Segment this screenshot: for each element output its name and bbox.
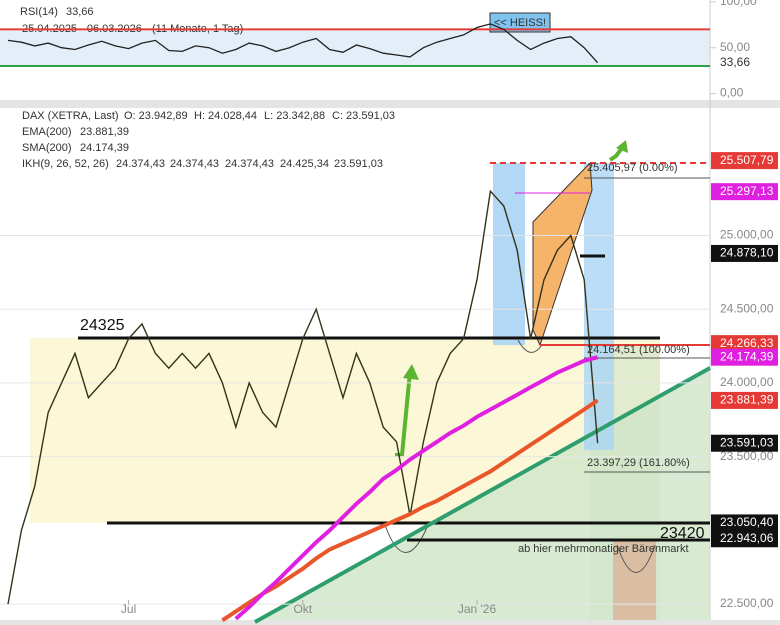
highlight-box [493,163,525,345]
highlight-box [584,163,614,450]
x-tick-label: Jan '26 [458,602,497,616]
legend-value: 24.425,34 [280,158,329,170]
legend-value: 24.374,43 [170,158,219,170]
price-tag [711,244,778,262]
ohlc: O: 23.942,89 [124,110,188,122]
legend-entry: IKH(9, 26, 52, 26) [22,158,109,170]
arc [384,524,429,553]
series-line [7,189,599,605]
arrow-head [403,364,419,380]
price-tag-label: 24.878,10 [720,246,774,260]
series-line [7,23,599,64]
trend-line [254,366,711,624]
price-tag [711,183,778,201]
rsi-band [0,31,710,67]
arrow [395,371,412,457]
price-tag [711,434,778,452]
legend-value: 24.174,39 [80,142,129,154]
y-tick-label: 25.000,00 [720,228,774,242]
legend-value: 23.591,03 [334,158,383,170]
price-tag-label: 33,66 [720,55,750,69]
indicator-value: 33,66 [66,6,94,18]
price-tag [711,530,778,548]
price-tag-label: 23.881,39 [720,393,774,407]
price-tag-label: 24.174,39 [720,349,774,363]
arc [616,544,656,573]
arc [517,339,543,353]
chart-title: DAX (XETRA, Last) [22,110,119,122]
y-tick-label: 0,00 [720,86,744,100]
price-tag [711,53,778,72]
annotation-box [489,12,551,33]
price-tag [711,391,778,409]
fib-label: 24.164,51 (100.00%) [587,344,690,356]
flag [532,161,593,347]
fib-label: 23.397,29 (161.80%) [587,457,690,469]
legend-value: 24.374,43 [116,158,165,170]
price-tag [711,514,778,532]
annotation: 24325 [80,317,125,334]
y-tick-label: 24.500,00 [720,301,774,315]
panel-divider [0,100,780,108]
ohlc: H: 24.028,44 [194,110,257,122]
y-tick-label: 23.500,00 [720,449,774,463]
annotation: 23420 [660,525,705,542]
legend-entry: SMA(200) [22,142,72,154]
price-tag [711,348,778,366]
price-tag-label: 23.050,40 [720,515,774,529]
x-tick-label: Jul [121,602,136,616]
price-tag-label: 25.297,13 [720,184,774,198]
annotation: << HEISS! [494,17,546,29]
indicator-title: RSI(14) [20,6,58,18]
price-tag-label: 23.591,03 [720,435,774,449]
legend-value: 23.881,39 [80,126,129,138]
price-tag [711,152,778,170]
legend-value: 24.374,43 [225,158,274,170]
y-tick-label: 100,00 [720,0,757,8]
annotation: ab hier mehrmonatiger Bärenmarkt [518,543,689,555]
price-tag-label: 25.507,79 [720,153,774,167]
arrow-head [616,140,628,153]
y-tick-label: 24.000,00 [720,375,774,389]
y-tick-label: 50,00 [720,40,750,54]
arrow [608,146,624,162]
price-tag-label: 22.943,06 [720,531,774,545]
ohlc: L: 23.342,88 [264,110,325,122]
bottom-border [0,620,780,625]
x-tick-label: Okt [293,602,312,616]
series-line [221,398,599,622]
y-tick-label: 22.500,00 [720,596,774,610]
series-line [234,355,599,621]
price-tag-label: 24.266,33 [720,336,774,350]
legend-entry: EMA(200) [22,126,72,138]
price-tag [711,335,778,353]
fib-label: 25.405,97 (0.00%) [587,162,678,174]
ohlc: C: 23.591,03 [332,110,395,122]
